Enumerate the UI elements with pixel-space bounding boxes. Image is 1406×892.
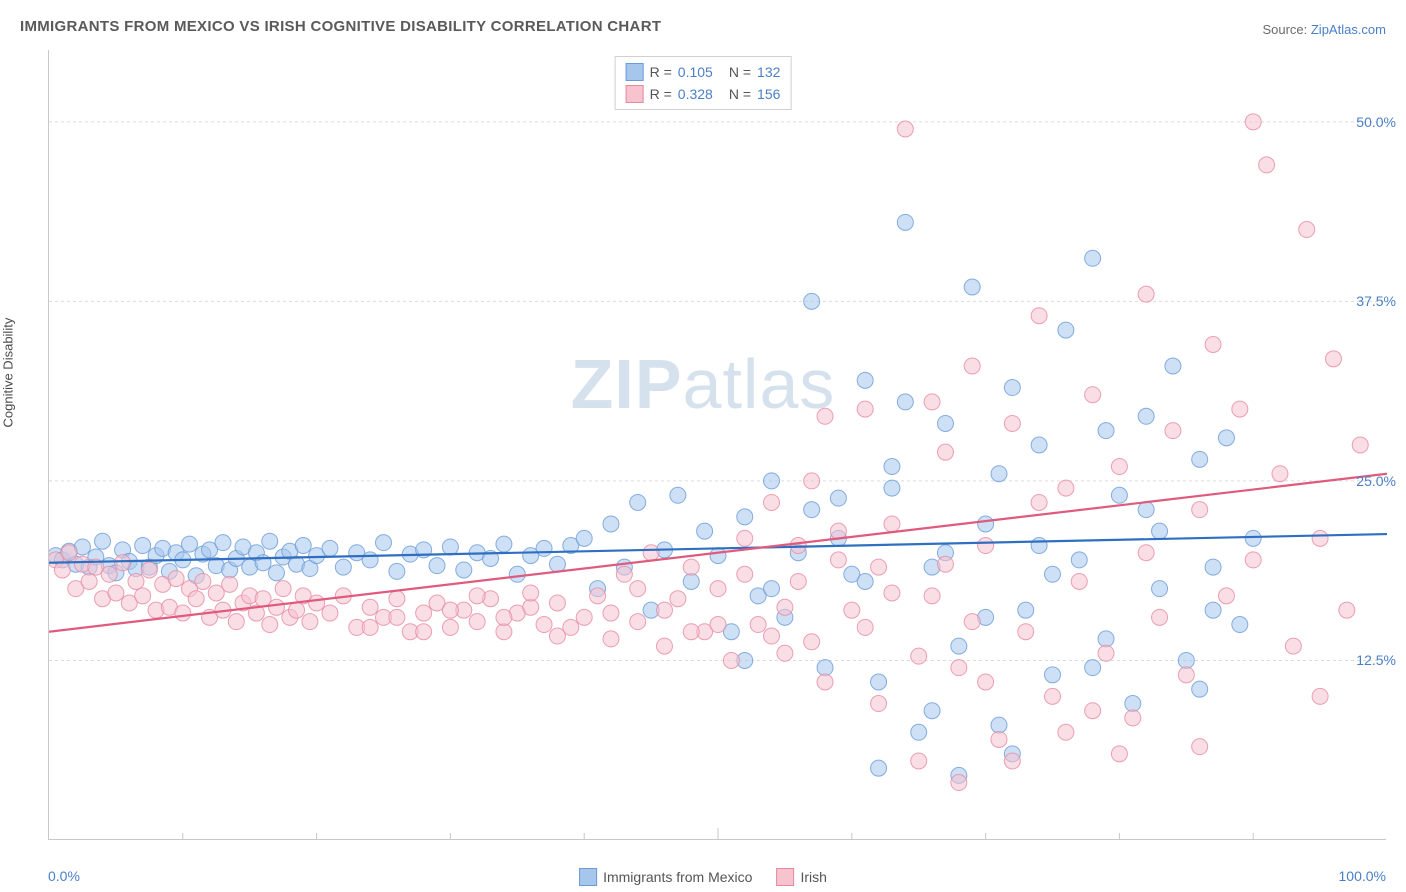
chart-title: IMMIGRANTS FROM MEXICO VS IRISH COGNITIV… <box>20 18 661 35</box>
legend-r-label: R = <box>650 86 672 102</box>
chart-svg <box>49 50 1387 840</box>
source-prefix: Source: <box>1262 22 1310 37</box>
legend-item: Irish <box>776 868 826 886</box>
legend-r-value: 0.105 <box>678 64 713 80</box>
legend-item: Immigrants from Mexico <box>579 868 752 886</box>
source-label: Source: ZipAtlas.com <box>1262 22 1386 37</box>
chart-container: IMMIGRANTS FROM MEXICO VS IRISH COGNITIV… <box>0 0 1406 892</box>
legend-n-value: 132 <box>757 64 780 80</box>
source-link[interactable]: ZipAtlas.com <box>1311 22 1386 37</box>
y-tick-label: 37.5% <box>1356 293 1396 309</box>
legend-n-label: N = <box>729 86 751 102</box>
legend-r-label: R = <box>650 64 672 80</box>
legend-label: Immigrants from Mexico <box>603 869 752 885</box>
legend-stats: R = 0.105 N = 132 R = 0.328 N = 156 <box>615 56 792 110</box>
legend-n-label: N = <box>729 64 751 80</box>
x-axis-min-label: 0.0% <box>48 868 80 884</box>
legend-swatch-icon <box>776 868 794 886</box>
y-tick-label: 25.0% <box>1356 473 1396 489</box>
legend-swatch-icon <box>626 85 644 103</box>
legend-stats-row: R = 0.105 N = 132 <box>626 61 781 83</box>
legend-swatch-icon <box>579 868 597 886</box>
legend-label: Irish <box>800 869 826 885</box>
y-tick-label: 12.5% <box>1356 652 1396 668</box>
x-axis-max-label: 100.0% <box>1339 868 1386 884</box>
y-tick-label: 50.0% <box>1356 114 1396 130</box>
legend-n-value: 156 <box>757 86 780 102</box>
legend-r-value: 0.328 <box>678 86 713 102</box>
plot-area <box>48 50 1386 840</box>
y-axis-label: Cognitive Disability <box>1 318 16 428</box>
legend-series: Immigrants from Mexico Irish <box>579 868 827 886</box>
legend-stats-row: R = 0.328 N = 156 <box>626 83 781 105</box>
legend-swatch-icon <box>626 63 644 81</box>
